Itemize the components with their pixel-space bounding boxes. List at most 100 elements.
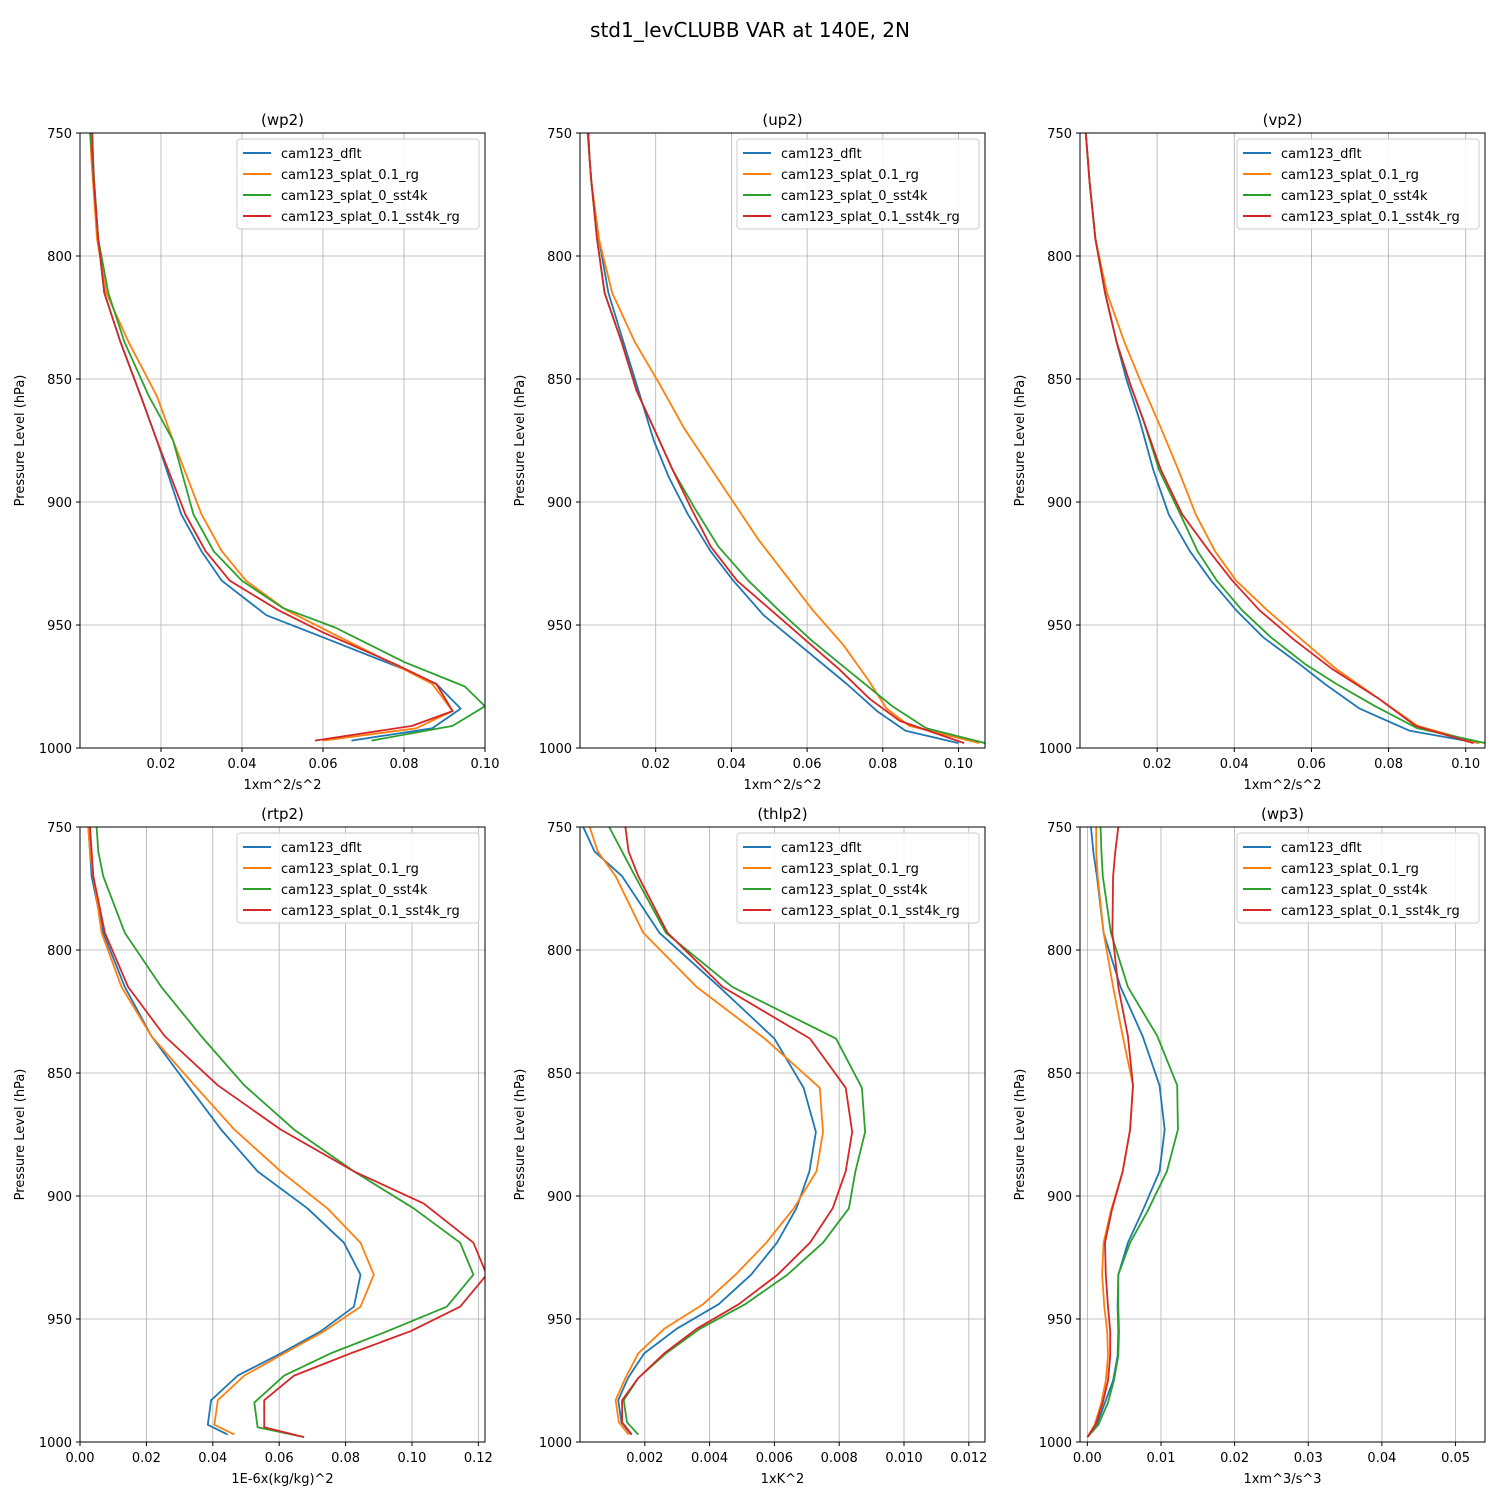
y-axis-label: Pressure Level (hPa) (513, 1069, 528, 1201)
x-tick-label: 0.10 (471, 757, 500, 772)
x-tick-label: 0.03 (1294, 1451, 1323, 1466)
legend: cam123_dflt cam123_splat_0.1_rg cam123_spl… (1236, 832, 1480, 924)
legend-frame (736, 138, 980, 230)
y-tick-label: 900 (1047, 1190, 1072, 1205)
panel-title: (rtp2) (261, 805, 304, 823)
y-tick-label: 750 (1047, 127, 1072, 142)
x-axis-label: 1xm^2/s^2 (1243, 778, 1321, 793)
series-line-cam123_dflt (87, 827, 362, 1436)
y-tick-label: 950 (547, 1313, 572, 1328)
legend-label: cam123_splat_0.1_sst4k_rg (281, 210, 460, 225)
chart-panel-6: 0.00 0.01 0.02 0.03 0.04 0.05 750 800 850 900 950 1… (1013, 805, 1486, 1487)
axes-frame (1079, 132, 1486, 749)
series-line-cam123_splat_0.1_sst4k_rg (1084, 133, 1474, 744)
axes-frame (579, 132, 986, 749)
y-tick-label: 800 (547, 250, 572, 265)
x-axis-label: 1xm^3/s^3 (1243, 1472, 1321, 1487)
y-tick-label: 800 (547, 944, 572, 959)
y-axis-label: Pressure Level (hPa) (13, 1069, 28, 1201)
x-tick-label: 0.002 (626, 1451, 663, 1466)
x-tick-label: 0.08 (868, 757, 897, 772)
y-axis-label: Pressure Level (hPa) (13, 375, 28, 507)
x-tick-label: 0.010 (885, 1451, 922, 1466)
x-tick-label: 0.12 (464, 1451, 493, 1466)
panel-title: (wp2) (261, 111, 304, 129)
legend: cam123_dflt cam123_splat_0.1_rg cam123_spl… (736, 832, 980, 924)
y-tick-label: 850 (547, 373, 572, 388)
legend: cam123_dflt cam123_splat_0.1_rg cam123_spl… (236, 138, 480, 230)
series-line-cam123_splat_0.1_rg (587, 133, 980, 744)
x-tick-label: 0.08 (1374, 757, 1403, 772)
series-line-cam123_splat_0.1_rg (89, 133, 454, 742)
x-axis-label: 1xm^2/s^2 (243, 778, 321, 793)
series-line-cam123_splat_0.1_sst4k_rg (91, 133, 454, 742)
y-tick-label: 800 (1047, 250, 1072, 265)
series-line-cam123_splat_0.1_sst4k_rg (587, 133, 965, 744)
x-tick-label: 0.06 (309, 757, 338, 772)
x-tick-label: 0.05 (1441, 1451, 1470, 1466)
legend: cam123_dflt cam123_splat_0.1_rg cam123_spl… (236, 832, 480, 924)
figure-suptitle: std1_levCLUBB VAR at 140E, 2N (590, 18, 910, 42)
series-line-cam123_splat_0.1_sst4k_rg (621, 827, 854, 1436)
legend-frame (736, 832, 980, 924)
x-tick-label: 0.10 (1451, 757, 1480, 772)
y-tick-label: 750 (1047, 821, 1072, 836)
x-tick-label: 0.08 (390, 757, 419, 772)
legend-label: cam123_dflt (781, 841, 862, 856)
x-tick-label: 0.02 (147, 757, 176, 772)
legend-label: cam123_splat_0.1_sst4k_rg (781, 210, 960, 225)
x-axis-label: 1E-6x(kg/kg)^2 (231, 1472, 333, 1487)
series-line-cam123_splat_0.1_rg (87, 827, 375, 1436)
x-tick-label: 0.006 (756, 1451, 793, 1466)
x-tick-label: 0.04 (228, 757, 257, 772)
y-tick-label: 950 (1047, 619, 1072, 634)
y-tick-label: 900 (47, 496, 72, 511)
legend-label: cam123_splat_0_sst4k (281, 883, 428, 898)
legend-label: cam123_splat_0_sst4k (281, 189, 428, 204)
legend-label: cam123_splat_0.1_rg (281, 168, 419, 183)
axes-frame (1079, 826, 1486, 1443)
x-tick-label: 0.10 (944, 757, 973, 772)
x-tick-label: 0.02 (641, 757, 670, 772)
legend-frame (236, 138, 480, 230)
x-tick-label: 0.08 (331, 1451, 360, 1466)
legend-label: cam123_dflt (781, 147, 862, 162)
series-line-cam123_splat_0_sst4k (95, 827, 475, 1438)
legend-label: cam123_splat_0.1_rg (781, 168, 919, 183)
x-tick-label: 0.012 (950, 1451, 987, 1466)
legend-label: cam123_splat_0.1_sst4k_rg (1281, 210, 1460, 225)
legend-frame (236, 832, 480, 924)
y-tick-label: 800 (1047, 944, 1072, 959)
legend-label: cam123_dflt (281, 147, 362, 162)
legend-label: cam123_dflt (1281, 841, 1362, 856)
x-tick-label: 0.02 (1220, 1451, 1249, 1466)
x-tick-label: 0.10 (397, 1451, 426, 1466)
x-tick-label: 0.06 (793, 757, 822, 772)
y-tick-label: 800 (47, 944, 72, 959)
legend-frame (1236, 832, 1480, 924)
legend-label: cam123_splat_0.1_rg (281, 862, 419, 877)
legend-label: cam123_splat_0.1_rg (1281, 862, 1419, 877)
x-axis-label: 1xm^2/s^2 (743, 778, 821, 793)
y-tick-label: 950 (1047, 1313, 1072, 1328)
y-tick-label: 850 (1047, 373, 1072, 388)
x-tick-label: 0.06 (265, 1451, 294, 1466)
series-line-cam123_dflt (582, 827, 817, 1436)
y-axis-label: Pressure Level (hPa) (1013, 1069, 1028, 1201)
x-tick-label: 0.01 (1147, 1451, 1176, 1466)
y-tick-label: 900 (47, 1190, 72, 1205)
y-tick-label: 750 (547, 821, 572, 836)
panel-title: (vp2) (1263, 111, 1303, 129)
y-tick-label: 850 (47, 373, 72, 388)
panel-title: (up2) (762, 111, 802, 129)
y-tick-label: 750 (47, 127, 72, 142)
axes-frame (579, 826, 986, 1443)
x-tick-label: 0.00 (66, 1451, 95, 1466)
axes-frame (79, 826, 486, 1443)
x-tick-label: 0.004 (691, 1451, 728, 1466)
panel-title: (thlp2) (757, 805, 807, 823)
y-tick-label: 1000 (539, 742, 572, 757)
x-tick-label: 0.04 (717, 757, 746, 772)
x-tick-label: 0.008 (821, 1451, 858, 1466)
y-tick-label: 1000 (539, 1436, 572, 1451)
